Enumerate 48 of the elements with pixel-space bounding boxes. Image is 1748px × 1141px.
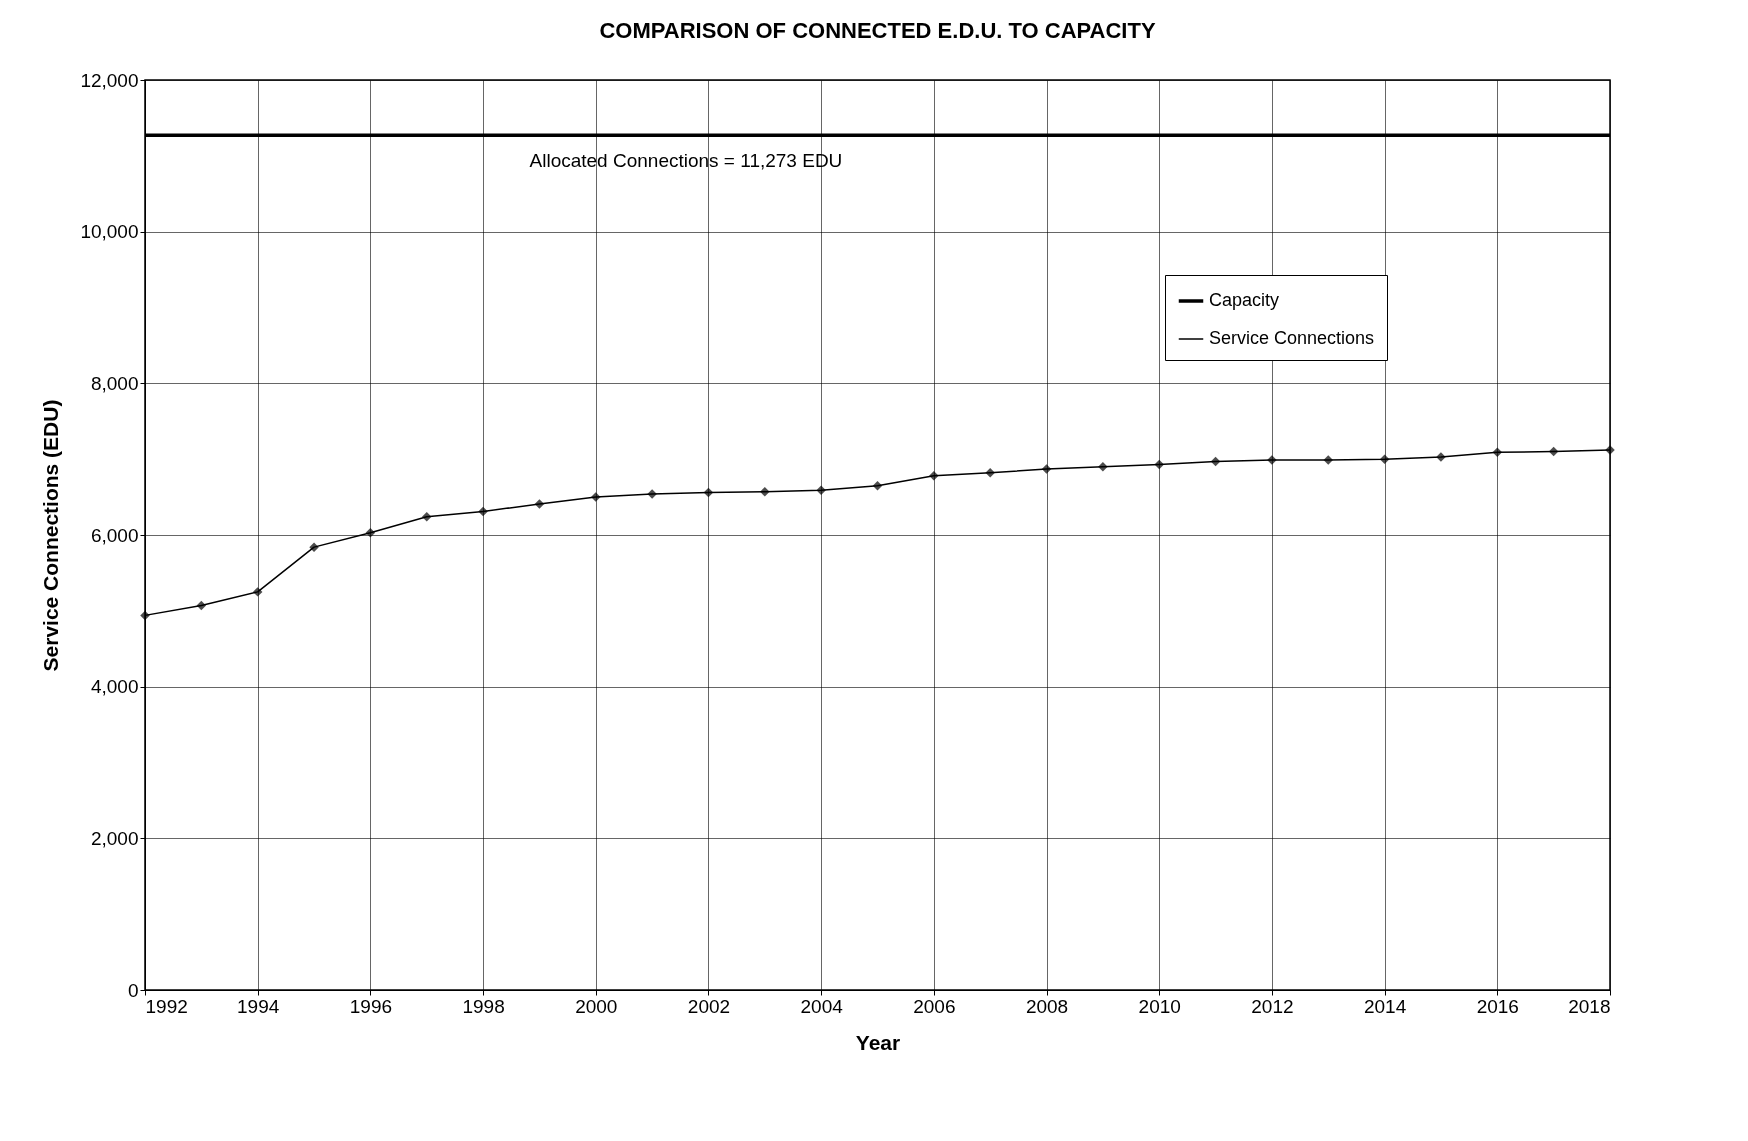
point	[252, 587, 263, 597]
y-tick-label: 4,000	[90, 676, 139, 698]
point	[421, 512, 432, 522]
x-tick-label: 2010	[1138, 995, 1181, 1017]
point	[365, 527, 376, 538]
point	[816, 485, 826, 495]
point	[140, 610, 150, 621]
point	[1154, 459, 1164, 470]
x-tick-label: 1998	[462, 995, 505, 1017]
point	[1492, 447, 1503, 458]
point	[1041, 464, 1052, 474]
point	[1210, 456, 1221, 467]
x-tick-label: 1996	[349, 995, 393, 1017]
point	[591, 492, 601, 502]
x-tick-label: 2000	[575, 995, 618, 1017]
y-tick-label: 6,000	[90, 524, 139, 546]
point	[478, 506, 488, 517]
y-tick-label: 12,000	[80, 69, 139, 91]
legend-label: Service Connections	[1209, 328, 1375, 348]
legend-label: Capacity	[1209, 290, 1280, 310]
point	[760, 487, 770, 497]
x-tick-label: 2012	[1251, 995, 1294, 1017]
y-tick-label: 0	[127, 979, 139, 1001]
y-tick-label: 2,000	[90, 827, 139, 849]
point	[872, 480, 883, 491]
x-tick-label: 1994	[237, 995, 280, 1017]
point	[534, 499, 545, 509]
y-tick-label: 8,000	[90, 372, 139, 394]
x-tick-label: 2002	[687, 995, 731, 1017]
x-tick-label: 2014	[1363, 995, 1407, 1017]
point	[703, 487, 714, 498]
x-tick-label: 2016	[1476, 995, 1519, 1017]
y-axis-title: Service Connections (EDU)	[39, 399, 63, 672]
x-tick-label: 2008	[1025, 995, 1069, 1017]
chart-title: COMPARISON OF CONNECTED E.D.U. TO CAPACITY	[599, 18, 1156, 43]
x-tick-label: 1992	[145, 995, 188, 1017]
point	[1098, 462, 1108, 472]
point	[1323, 455, 1334, 465]
point	[1548, 446, 1559, 457]
point	[196, 600, 207, 611]
x-tick-label: 2018	[1568, 995, 1611, 1017]
y-tick-label: 10,000	[80, 221, 139, 243]
point	[1379, 454, 1390, 464]
point	[929, 471, 939, 481]
x-tick-label: 2006	[913, 995, 956, 1017]
x-tick-label: 2004	[800, 995, 844, 1017]
x-axis-title: Year	[855, 1030, 901, 1054]
point	[985, 468, 995, 478]
